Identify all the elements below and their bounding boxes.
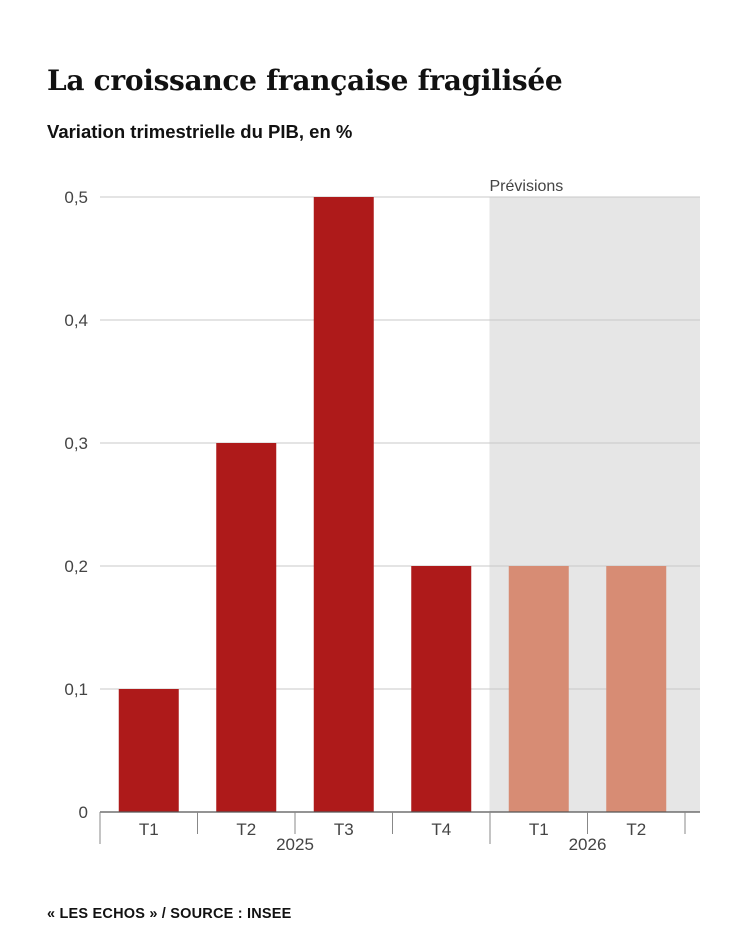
y-axis-ticks: 0 0,1 0,2 0,3 0,4 0,5 <box>64 188 88 822</box>
y-tick-label: 0,1 <box>64 680 88 699</box>
x-tick-label: T2 <box>236 820 256 839</box>
year-label: 2025 <box>276 835 314 854</box>
y-tick-label: 0 <box>79 803 88 822</box>
forecast-label: Prévisions <box>490 178 564 195</box>
chart-title: La croissance française fragilisée <box>47 64 563 97</box>
forecast-bar <box>606 566 667 812</box>
source-note: « LES ECHOS » / SOURCE : INSEE <box>47 906 292 922</box>
y-tick-label: 0,5 <box>64 188 88 207</box>
chart-area: Prévisions 0 0,1 0,2 0,3 0,4 0,5 T1 T2 T3 T4 T1 T2… <box>64 178 700 854</box>
x-tick-label: T3 <box>334 820 354 839</box>
year-label: 2026 <box>569 835 607 854</box>
x-tick-label: T1 <box>139 820 159 839</box>
y-tick-label: 0,4 <box>64 311 88 330</box>
grid-lines <box>100 196 700 690</box>
x-tick-label: T2 <box>626 820 646 839</box>
y-tick-label: 0,2 <box>64 557 88 576</box>
x-tick-label: T1 <box>529 820 549 839</box>
chart-subtitle: Variation trimestrielle du PIB, en % <box>47 121 353 142</box>
bar <box>216 443 277 812</box>
bars <box>118 197 667 812</box>
forecast-bar <box>508 566 569 812</box>
bar <box>118 689 179 812</box>
x-axis: T1 T2 T3 T4 T1 T2 2025 2026 <box>99 811 700 854</box>
bar <box>313 197 374 812</box>
y-tick-label: 0,3 <box>64 434 88 453</box>
bar <box>411 566 472 812</box>
x-tick-label: T4 <box>431 820 451 839</box>
